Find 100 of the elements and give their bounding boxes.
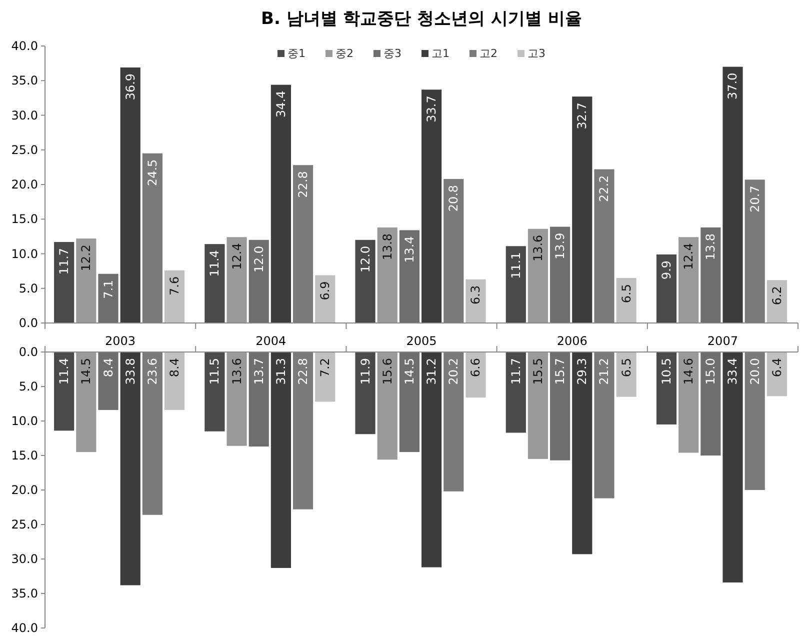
bar [678,352,699,453]
bar [422,352,442,568]
data-label: 6.4 [770,358,784,378]
bar [54,242,74,323]
data-label: 13.6 [230,358,244,385]
bar [76,238,96,323]
bar [744,352,765,490]
data-label: 23.6 [145,358,160,385]
bar [98,274,118,323]
bar [292,165,314,323]
chart-title: B. 남녀별 학교중단 청소년의 시기별 비율 [260,9,582,29]
data-label: 12.4 [230,243,244,270]
data-label: 6.6 [468,358,483,378]
data-label: 31.2 [424,358,439,385]
legend-label: 중2 [336,47,354,60]
bar [744,180,765,323]
data-label: 11.5 [208,358,222,385]
y-tick-label: 25.0 [11,142,38,157]
data-label: 32.7 [575,102,590,130]
bar [292,352,314,510]
data-label: 9.9 [659,260,674,280]
bar [550,352,570,460]
bar [766,280,787,323]
bar [766,352,787,396]
data-label: 11.4 [57,358,72,385]
data-label: 11.7 [508,358,523,385]
bar [594,169,614,323]
data-label: 37.0 [726,72,740,100]
data-label: 12.4 [682,243,696,270]
data-label: 6.9 [318,281,332,300]
data-label: 33.4 [726,358,740,385]
bar [722,352,743,582]
data-label: 22.2 [597,175,612,202]
y-tick-label: 0.0 [18,345,38,359]
data-label: 12.0 [358,246,372,273]
bar [444,178,464,323]
x-tick-label: 2006 [556,334,588,348]
y-tick-label: 30.0 [11,552,38,566]
bar [355,240,376,323]
bar [528,352,548,459]
y-tick-label: 5.0 [18,281,38,296]
bar [550,226,570,323]
bar [594,352,614,498]
bar [616,278,636,323]
bar [528,228,548,323]
data-label: 14.5 [79,358,94,385]
y-tick-label: 35.0 [11,74,38,88]
data-label: 6.5 [619,358,634,378]
bar [120,67,140,323]
y-tick-label: 15.0 [11,212,38,226]
data-label: 6.3 [468,285,483,304]
bar [722,66,743,323]
data-label: 21.2 [597,358,612,385]
data-label: 7.6 [168,276,182,296]
data-label: 8.4 [168,358,182,378]
bar [572,96,592,323]
bar [270,352,291,568]
legend-label: 중1 [288,47,306,60]
bar [315,352,336,402]
data-label: 11.4 [208,250,222,277]
bar [700,352,721,456]
data-label: 20.7 [748,186,762,212]
data-label: 12.2 [79,244,94,272]
data-label: 15.5 [530,358,545,385]
y-tick-label: 10.0 [11,414,38,428]
bar [678,237,699,323]
bar [270,84,291,323]
data-label: 13.4 [402,236,416,263]
data-label: 22.8 [296,171,310,198]
data-label: 13.8 [704,233,718,260]
data-label: 14.5 [402,358,416,385]
data-label: 11.9 [358,358,372,385]
bar [98,352,118,410]
bar [444,352,464,492]
bar [616,352,636,397]
x-tick-label: 2005 [406,334,437,348]
data-label: 31.3 [274,358,288,385]
bar [399,352,420,452]
y-tick-label: 35.0 [11,586,38,600]
data-label: 11.1 [508,252,523,279]
data-label: 7.2 [318,358,332,378]
bar [377,227,398,323]
y-tick-label: 5.0 [18,380,38,394]
data-label: 22.8 [296,358,310,385]
bar [142,153,162,323]
bar [76,352,96,452]
data-label: 34.4 [274,90,288,118]
bar [204,352,225,432]
data-label: 6.2 [770,286,784,306]
data-label: 20.8 [446,184,461,212]
data-label: 13.8 [380,233,394,260]
x-tick-label: 2004 [256,334,286,348]
data-label: 11.7 [57,248,72,275]
y-tick-label: 20.0 [11,178,38,192]
bar [226,237,247,323]
data-label: 10.5 [659,358,674,385]
data-label: 15.7 [553,358,568,385]
legend-label: 고1 [432,47,450,60]
data-label: 12.0 [252,246,266,273]
y-tick-label: 15.0 [11,448,38,462]
